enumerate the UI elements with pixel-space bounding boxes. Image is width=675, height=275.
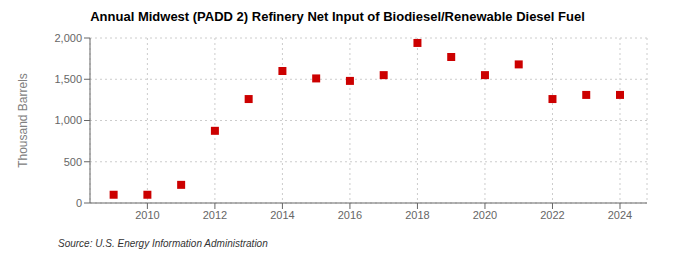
svg-text:Thousand Barrels: Thousand Barrels bbox=[16, 73, 30, 168]
svg-text:2010: 2010 bbox=[135, 209, 159, 221]
svg-text:2012: 2012 bbox=[203, 209, 227, 221]
svg-text:2022: 2022 bbox=[540, 209, 564, 221]
svg-text:2,000: 2,000 bbox=[54, 32, 82, 44]
svg-text:2020: 2020 bbox=[473, 209, 497, 221]
svg-text:500: 500 bbox=[64, 156, 82, 168]
svg-text:1,500: 1,500 bbox=[54, 73, 82, 85]
svg-text:0: 0 bbox=[76, 197, 82, 209]
svg-text:2024: 2024 bbox=[608, 209, 632, 221]
svg-text:1,000: 1,000 bbox=[54, 114, 82, 126]
html-text:Source: U.S. Energy Informatio: Source: U.S. Energy Information Administ… bbox=[58, 238, 268, 249]
svg-text:2018: 2018 bbox=[405, 209, 429, 221]
svg-text:2014: 2014 bbox=[270, 209, 294, 221]
html-text:Annual Midwest (PADD 2) Refine: Annual Midwest (PADD 2) Refinery Net Inp… bbox=[90, 9, 585, 24]
svg-text:2016: 2016 bbox=[338, 209, 362, 221]
